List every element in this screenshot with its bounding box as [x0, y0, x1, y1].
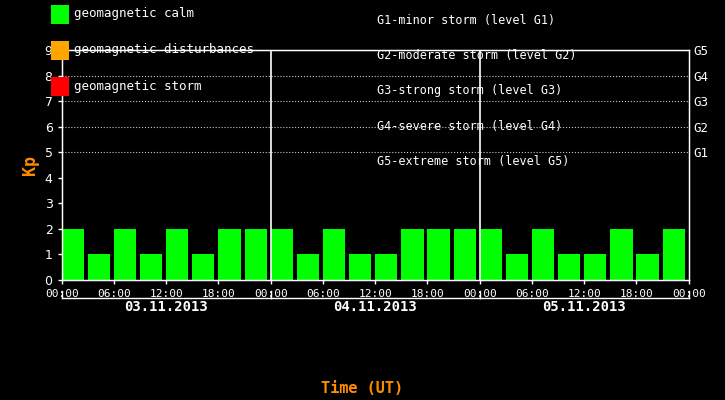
Bar: [637, 254, 659, 280]
Text: 04.11.2013: 04.11.2013: [334, 300, 417, 314]
Text: Time (UT): Time (UT): [321, 381, 404, 396]
Bar: [584, 254, 606, 280]
Text: 05.11.2013: 05.11.2013: [542, 300, 626, 314]
Text: G3-strong storm (level G3): G3-strong storm (level G3): [377, 84, 563, 98]
Text: G2-moderate storm (level G2): G2-moderate storm (level G2): [377, 49, 576, 62]
Bar: [62, 229, 84, 280]
Bar: [297, 254, 319, 280]
Bar: [88, 254, 110, 280]
Bar: [428, 229, 450, 280]
Bar: [454, 229, 476, 280]
Bar: [663, 229, 685, 280]
Bar: [532, 229, 554, 280]
Text: G1-minor storm (level G1): G1-minor storm (level G1): [377, 14, 555, 27]
Bar: [323, 229, 345, 280]
Bar: [192, 254, 215, 280]
Bar: [558, 254, 580, 280]
Bar: [506, 254, 528, 280]
Text: G5-extreme storm (level G5): G5-extreme storm (level G5): [377, 155, 569, 168]
Bar: [402, 229, 423, 280]
Bar: [270, 229, 293, 280]
Text: geomagnetic calm: geomagnetic calm: [74, 8, 194, 20]
Bar: [375, 254, 397, 280]
Bar: [480, 229, 502, 280]
Bar: [349, 254, 371, 280]
Bar: [218, 229, 241, 280]
Bar: [140, 254, 162, 280]
Bar: [166, 229, 188, 280]
Bar: [610, 229, 633, 280]
Bar: [114, 229, 136, 280]
Y-axis label: Kp: Kp: [21, 155, 39, 175]
Text: 03.11.2013: 03.11.2013: [124, 300, 208, 314]
Text: geomagnetic storm: geomagnetic storm: [74, 80, 202, 92]
Text: geomagnetic disturbances: geomagnetic disturbances: [74, 44, 254, 56]
Text: G4-severe storm (level G4): G4-severe storm (level G4): [377, 120, 563, 133]
Bar: [244, 229, 267, 280]
